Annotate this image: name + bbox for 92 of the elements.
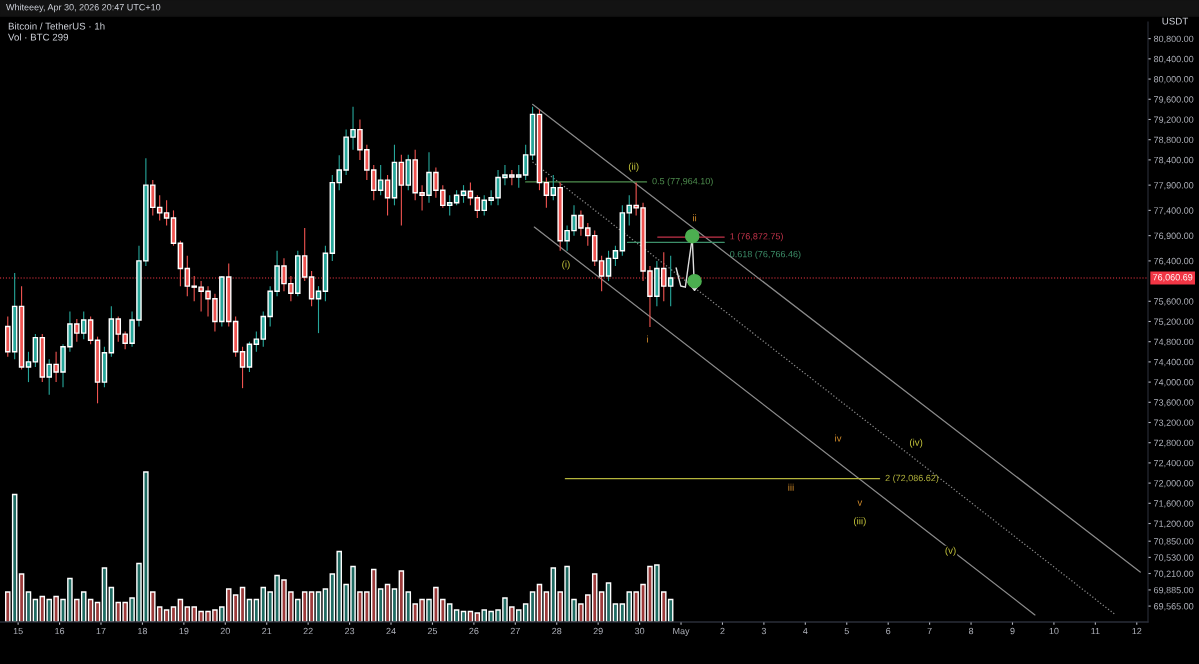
series-label: 1 (76,872.75) <box>730 232 783 242</box>
bar <box>101 567 108 622</box>
x-tick-label: 8 <box>968 627 974 635</box>
y-tick-label: 79,200.00 <box>1154 116 1194 124</box>
bar <box>18 573 25 622</box>
y-tick-label: 74,800.00 <box>1154 338 1194 347</box>
x-tick-label: 6 <box>886 627 891 635</box>
y-tick-label: 78,400.00 <box>1154 156 1194 165</box>
y-tick-label: 71,200.00 <box>1154 520 1194 528</box>
y-tick-label: 79,600.00 <box>1154 96 1194 104</box>
y-axis-title: USDT <box>1162 17 1189 25</box>
annotation: (ii) <box>628 162 639 172</box>
x-tick-label: 28 <box>552 627 562 635</box>
candlestick <box>315 285 322 334</box>
x-tick-label: 18 <box>138 627 148 635</box>
y-tick-label: 72,000.00 <box>1154 480 1194 488</box>
y-tick-label: 80,400.00 <box>1153 55 1194 64</box>
x-tick-label: May <box>673 627 690 636</box>
annotation: iii <box>788 483 794 491</box>
y-tick-label: 78,800.00 <box>1154 136 1194 145</box>
y-tick-label: 75,600.00 <box>1154 298 1194 306</box>
y-tick-label: 72,800.00 <box>1154 439 1194 448</box>
y-tick-label: 77,900.00 <box>1154 182 1194 190</box>
y-tick-label: 69,565.00 <box>1154 603 1194 611</box>
candlestick <box>25 351 32 383</box>
y-tick-label: 69,885.00 <box>1154 586 1194 595</box>
annotation: ii <box>693 214 697 222</box>
y-tick-label: 76,400.00 <box>1154 257 1194 266</box>
x-tick-label: 10 <box>1049 627 1059 635</box>
annotation: (i) <box>562 260 570 270</box>
annotation: v <box>857 500 863 506</box>
y-tick-label: 74,000.00 <box>1154 379 1194 387</box>
x-tick-label: 15 <box>13 627 23 635</box>
candlestick <box>384 174 391 216</box>
candlestick <box>543 177 550 209</box>
x-tick-label: 23 <box>345 627 355 635</box>
x-tick-label: 2 <box>720 627 725 635</box>
x-tick-label: 29 <box>593 627 603 635</box>
chart-title: Vol · BTC 299 <box>8 33 69 41</box>
x-tick-label: 4 <box>803 627 808 635</box>
series-label: 0.5 (77,964.10) <box>652 177 713 187</box>
x-tick-label: 19 <box>179 627 189 635</box>
x-tick-label: 3 <box>761 627 767 635</box>
chart-title: Bitcoin / TetherUS · 1h <box>8 22 105 30</box>
text: Whiteeey, Apr 30, 2026 20:47 UTC+10 <box>6 3 161 13</box>
y-tick-label: 73,600.00 <box>1154 399 1194 407</box>
y-tick-label: 74,400.00 <box>1154 358 1194 367</box>
candlestick <box>239 346 246 389</box>
series-label: 0.618 (76,766.46) <box>730 250 801 260</box>
x-tick-label: 26 <box>469 627 479 635</box>
annotation: (v) <box>945 546 956 556</box>
y-tick-label: 80,000.00 <box>1153 76 1194 84</box>
x-tick-label: 5 <box>844 627 849 635</box>
x-tick-label: 12 <box>1132 627 1142 635</box>
candlestick <box>308 270 315 307</box>
ref-line-label: 76,060.69 <box>1153 274 1193 282</box>
x-tick-label: 22 <box>303 627 313 635</box>
annotation: iv <box>835 434 842 442</box>
y-tick-label: 75,200.00 <box>1154 318 1194 326</box>
candlestick <box>87 315 94 345</box>
candlestick <box>467 182 474 206</box>
x-tick-label: 7 <box>927 627 932 635</box>
bar <box>398 570 405 622</box>
x-tick-label: 25 <box>427 627 438 635</box>
series-label: 2 (72,086.62) <box>885 474 939 483</box>
x-tick-label: 16 <box>55 627 65 635</box>
annotation: (iv) <box>909 438 923 448</box>
x-tick-label: 17 <box>96 627 106 635</box>
y-tick-label: 70,850.00 <box>1154 538 1194 546</box>
candlestick <box>605 250 612 282</box>
x-tick-label: 21 <box>262 627 272 635</box>
x-tick-label: 24 <box>386 627 396 635</box>
y-tick-label: 70,530.00 <box>1154 554 1194 562</box>
x-tick-label: 30 <box>634 627 645 635</box>
x-tick-label: 11 <box>1091 627 1100 635</box>
y-tick-label: 72,400.00 <box>1154 459 1194 468</box>
candlestick <box>598 255 605 292</box>
candlestick <box>398 154 405 227</box>
candlestick <box>163 199 170 227</box>
y-tick-label: 71,600.00 <box>1154 500 1194 508</box>
y-tick-label: 70,210.00 <box>1154 570 1194 578</box>
x-tick-label: 27 <box>510 627 520 635</box>
y-tick-label: 77,400.00 <box>1154 207 1194 215</box>
annotation: (iii) <box>853 517 866 527</box>
annotation: i <box>647 335 648 343</box>
y-tick-label: 73,200.00 <box>1154 419 1194 427</box>
candlestick <box>246 341 253 373</box>
x-tick-label: 20 <box>220 627 230 635</box>
x-tick-label: 9 <box>1010 627 1015 635</box>
y-tick-label: 80,800.00 <box>1153 35 1194 44</box>
y-tick-label: 76,900.00 <box>1154 232 1194 241</box>
candlestick <box>612 245 619 267</box>
